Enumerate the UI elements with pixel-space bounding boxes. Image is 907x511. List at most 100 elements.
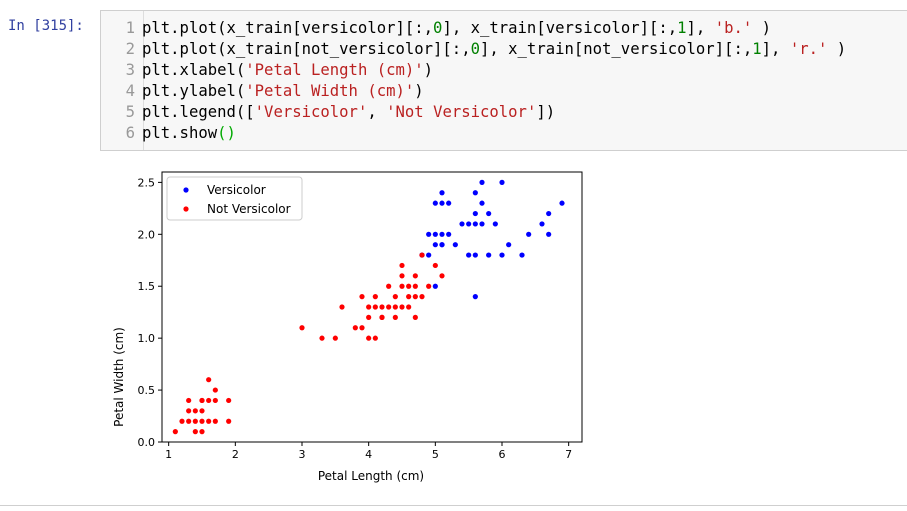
code-token: 'r.'	[789, 40, 828, 58]
data-point	[432, 231, 438, 237]
data-point	[179, 418, 185, 424]
cell-prompt: In [315]:	[8, 18, 84, 34]
data-point	[492, 221, 498, 227]
data-point	[212, 397, 218, 404]
y-tick-label: 0.0	[138, 436, 156, 449]
data-point	[366, 304, 372, 310]
code-token: ,	[367, 103, 387, 121]
data-point	[392, 304, 398, 310]
code-token: 'Versicolor'	[254, 103, 368, 121]
code-token: ], x_train[versicolor][:,	[442, 19, 678, 37]
data-point	[452, 242, 458, 248]
data-point	[399, 283, 405, 289]
code-line[interactable]: 6 plt.show()	[101, 123, 236, 144]
data-point	[366, 314, 372, 320]
data-point	[192, 408, 198, 414]
code-input-area[interactable]: 1 plt.plot(x_train[versicolor][:,0], x_tr…	[100, 10, 907, 151]
legend-marker	[183, 206, 189, 212]
code-token: 1	[677, 19, 687, 37]
line-number: 2	[125, 40, 135, 58]
data-point	[406, 304, 412, 310]
data-point	[412, 314, 418, 320]
data-point	[446, 231, 452, 237]
data-point	[439, 200, 445, 206]
data-point	[226, 418, 232, 424]
code-token: ()	[217, 124, 236, 142]
data-point	[199, 429, 205, 435]
data-point	[426, 231, 432, 237]
data-point	[459, 221, 465, 227]
data-point	[412, 294, 418, 300]
code-token: plt.legend([	[142, 103, 255, 121]
series-versicolor	[419, 179, 565, 300]
code-token: 0	[470, 40, 480, 58]
data-point	[412, 283, 418, 289]
x-tick-label: 3	[299, 448, 306, 461]
code-token: )	[827, 40, 847, 58]
code-token: ],	[686, 19, 715, 37]
data-point	[439, 190, 445, 196]
code-token: plt.ylabel(	[142, 82, 246, 100]
data-point	[439, 242, 445, 248]
legend-box	[166, 176, 303, 221]
code-token: )	[752, 19, 772, 37]
data-point	[199, 408, 205, 414]
data-point	[472, 221, 478, 227]
data-point	[319, 335, 325, 341]
data-point	[446, 200, 452, 206]
code-token: plt.show	[142, 124, 218, 142]
data-point	[386, 283, 392, 289]
data-point	[419, 294, 425, 300]
data-point	[186, 418, 192, 424]
data-point	[486, 252, 492, 258]
data-point	[426, 252, 432, 258]
code-line[interactable]: 5 plt.legend(['Versicolor', 'Not Versicol…	[101, 102, 556, 123]
code-line[interactable]: 3 plt.xlabel('Petal Length (cm)')	[101, 60, 433, 81]
data-point	[186, 408, 192, 414]
code-token: ], x_train[not_versicolor][:,	[479, 40, 753, 58]
data-point	[466, 252, 472, 258]
cell-bottom-divider	[0, 505, 907, 506]
data-point	[212, 387, 218, 393]
code-token: 'Petal Width (cm)'	[245, 82, 415, 100]
data-point	[379, 314, 385, 320]
data-point	[172, 429, 178, 435]
data-point	[372, 294, 378, 300]
y-axis-label: Petal Width (cm)	[112, 327, 126, 427]
scatter-plot: 1 2 3 4 5 6 7 0.0 0.5 1.0 1.5 2.0 2.5 Versicolor Not …	[112, 171, 583, 483]
data-point	[472, 252, 478, 258]
code-token: )	[414, 82, 424, 100]
data-point	[559, 200, 565, 206]
code-line[interactable]: 1 plt.plot(x_train[versicolor][:,0], x_tr…	[101, 18, 771, 39]
data-point	[432, 200, 438, 206]
legend-label: Versicolor	[207, 183, 266, 197]
code-token: 0	[433, 19, 443, 37]
data-point	[206, 397, 212, 404]
x-tick-label: 1	[165, 448, 172, 461]
code-token: plt.plot(x_train[versicolor][:,	[142, 19, 434, 37]
gutter-divider	[143, 11, 144, 150]
axes: 1 2 3 4 5 6 7 0.0 0.5 1.0 1.5 2.0 2.5	[138, 171, 583, 461]
data-point	[466, 221, 472, 227]
data-point	[432, 283, 438, 289]
data-point	[479, 221, 485, 227]
x-axis-label: Petal Length (cm)	[318, 469, 424, 483]
code-token: )	[423, 61, 434, 79]
data-point	[472, 294, 478, 300]
data-point	[432, 242, 438, 248]
code-line[interactable]: 4 plt.ylabel('Petal Width (cm)')	[101, 81, 424, 102]
x-tick-label: 6	[499, 448, 506, 461]
data-point	[392, 314, 398, 320]
line-number: 4	[125, 82, 135, 100]
data-point	[472, 210, 478, 217]
data-point	[432, 262, 438, 269]
data-point	[386, 304, 392, 310]
line-number: 5	[125, 103, 135, 121]
line-number: 3	[125, 61, 135, 79]
x-tick-label: 5	[432, 448, 439, 461]
data-point	[426, 283, 432, 289]
code-token: 1	[752, 40, 762, 58]
data-point	[506, 242, 512, 248]
code-line[interactable]: 2 plt.plot(x_train[not_versicolor][:,0], …	[101, 39, 847, 60]
data-point	[499, 252, 505, 258]
